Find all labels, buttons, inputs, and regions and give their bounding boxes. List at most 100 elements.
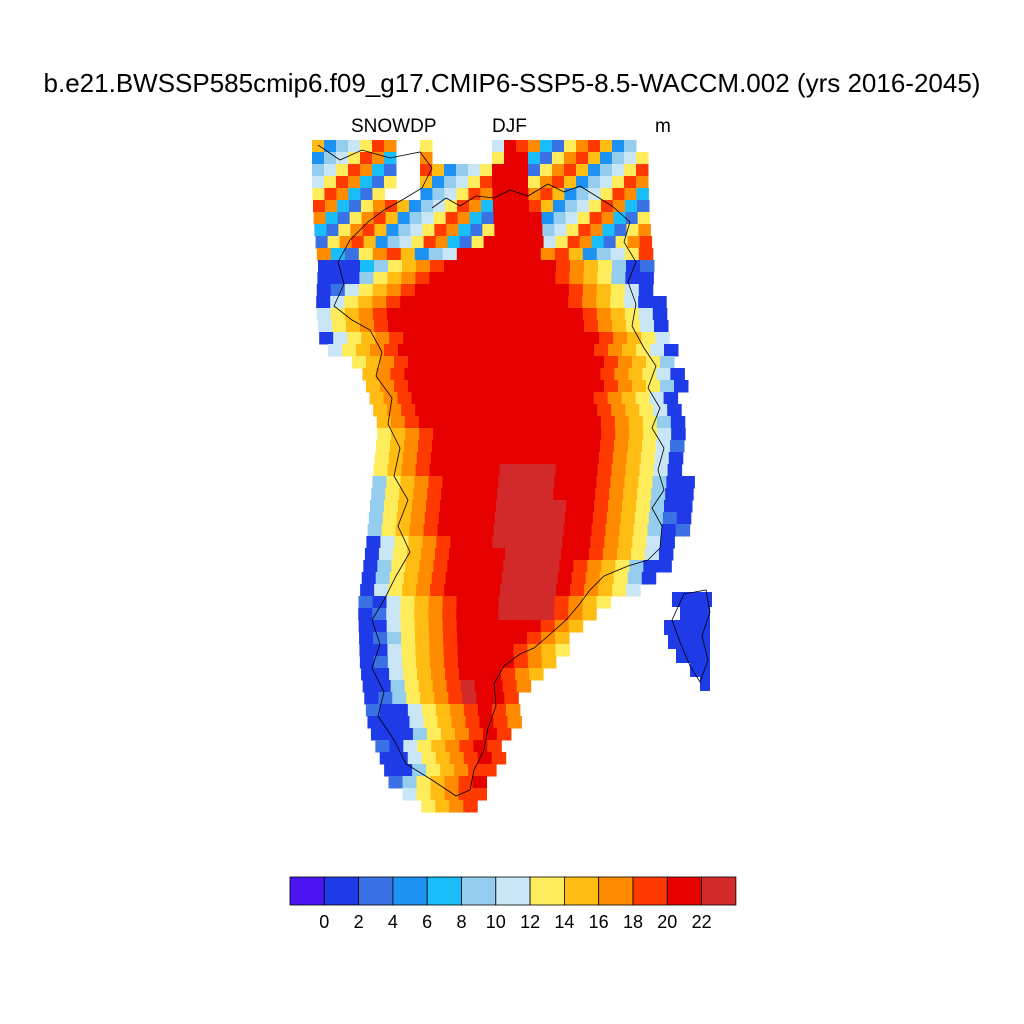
map-cell bbox=[400, 596, 416, 609]
map-cell bbox=[596, 296, 611, 309]
map-cell bbox=[554, 608, 569, 621]
map-cell bbox=[374, 584, 389, 597]
map-cell bbox=[526, 296, 541, 309]
map-cell bbox=[590, 224, 603, 237]
map-cell bbox=[436, 536, 451, 549]
map-cell bbox=[531, 560, 546, 573]
map-cell bbox=[582, 476, 597, 489]
map-cell bbox=[559, 560, 574, 573]
map-cell bbox=[629, 428, 644, 441]
map-cell bbox=[404, 416, 420, 429]
map-cell bbox=[483, 236, 497, 249]
map-cell bbox=[327, 236, 341, 249]
map-cell bbox=[374, 452, 390, 465]
map-cell bbox=[348, 140, 361, 153]
map-cell bbox=[627, 236, 641, 249]
map-cell bbox=[579, 236, 593, 249]
map-cell bbox=[665, 488, 680, 501]
map-cell bbox=[413, 488, 428, 501]
map-cell bbox=[502, 416, 518, 429]
map-cell bbox=[388, 584, 403, 597]
map-cell bbox=[506, 224, 519, 237]
map-cell bbox=[571, 332, 586, 345]
map-cell bbox=[540, 296, 555, 309]
map-cell bbox=[397, 392, 413, 405]
map-cell bbox=[372, 308, 388, 321]
map-cell bbox=[374, 260, 389, 273]
map-cell bbox=[459, 668, 474, 681]
map-cell bbox=[492, 356, 507, 369]
map-cell bbox=[513, 464, 529, 477]
map-cell bbox=[503, 560, 518, 573]
map-cell bbox=[421, 800, 436, 813]
map-cell bbox=[626, 452, 642, 465]
map-cell bbox=[554, 596, 570, 609]
map-cell bbox=[401, 464, 417, 477]
map-cell bbox=[505, 200, 518, 213]
map-cell bbox=[453, 392, 469, 405]
map-cell bbox=[426, 344, 441, 357]
map-cell bbox=[460, 440, 475, 453]
map-cell bbox=[577, 524, 593, 537]
map-cell bbox=[488, 368, 503, 381]
map-cell bbox=[372, 296, 387, 309]
map-cell bbox=[576, 356, 591, 369]
map-cell bbox=[410, 512, 426, 525]
map-cell bbox=[338, 224, 351, 237]
map-cell bbox=[350, 224, 363, 237]
map-cell bbox=[416, 452, 432, 465]
map-cell bbox=[339, 236, 353, 249]
map-cell bbox=[405, 560, 420, 573]
map-cell bbox=[486, 260, 501, 273]
map-cell bbox=[672, 592, 712, 607]
map-cell bbox=[377, 428, 392, 441]
map-cell bbox=[597, 272, 612, 285]
map-cell bbox=[373, 464, 389, 477]
map-cell bbox=[531, 428, 546, 441]
map-cell bbox=[469, 212, 483, 225]
map-cell bbox=[440, 764, 455, 777]
map-cell bbox=[500, 452, 516, 465]
map-cell bbox=[572, 440, 587, 453]
map-cell bbox=[629, 560, 644, 573]
map-cell bbox=[493, 212, 507, 225]
map-cell bbox=[618, 536, 633, 549]
map-cell bbox=[636, 500, 651, 513]
map-cell bbox=[348, 188, 361, 201]
map-cell bbox=[498, 476, 513, 489]
colorbar-swatch bbox=[358, 876, 394, 906]
map-cell bbox=[430, 260, 445, 273]
map-cell bbox=[402, 320, 417, 333]
map-cell bbox=[555, 632, 570, 645]
map-cell bbox=[361, 332, 376, 345]
map-cell bbox=[484, 476, 499, 489]
map-cell bbox=[599, 572, 615, 585]
map-cell bbox=[391, 560, 406, 573]
map-cell bbox=[605, 524, 621, 537]
map-cell bbox=[539, 488, 554, 501]
colorbar-swatch bbox=[666, 876, 702, 906]
map-cell bbox=[599, 332, 614, 345]
map-cell bbox=[526, 248, 542, 261]
map-cell bbox=[509, 392, 525, 405]
map-cell bbox=[468, 500, 483, 513]
map-cell bbox=[546, 548, 562, 561]
map-cell bbox=[529, 212, 543, 225]
map-cell bbox=[475, 428, 490, 441]
map-cell bbox=[468, 728, 484, 741]
map-cell bbox=[528, 320, 543, 333]
map-cell bbox=[423, 524, 439, 537]
map-cell bbox=[462, 692, 477, 705]
map-cell bbox=[312, 164, 325, 177]
map-cell bbox=[584, 320, 599, 333]
map-cell bbox=[444, 164, 457, 177]
map-cell bbox=[613, 332, 628, 345]
map-cell bbox=[532, 548, 548, 561]
map-cell bbox=[500, 320, 515, 333]
map-cell bbox=[456, 620, 472, 633]
map-cell bbox=[373, 200, 386, 213]
map-cell bbox=[336, 140, 349, 153]
map-cell bbox=[529, 572, 545, 585]
map-cell bbox=[433, 428, 448, 441]
map-cell bbox=[544, 440, 559, 453]
